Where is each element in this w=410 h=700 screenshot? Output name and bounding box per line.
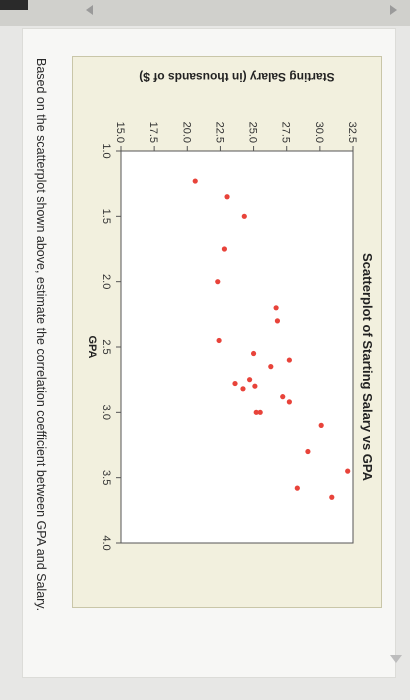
question-text: Based on the scatterplot shown above, es… [34,58,48,612]
x-tick-label: 4.0 [100,535,112,550]
data-point [192,178,198,184]
data-point [268,364,274,370]
chart-title: Scatterplot of Starting Salary vs GPA [360,253,375,482]
data-point [232,380,238,387]
data-point [215,279,221,285]
data-point [273,305,279,311]
data-point [224,194,230,200]
data-point [240,386,246,392]
photo-top-edge [0,0,410,26]
data-point [280,394,286,400]
scatterplot: Scatterplot of Starting Salary vs GPA Sta… [86,70,375,551]
data-point [257,409,263,415]
data-point [216,337,222,344]
data-point [318,422,324,428]
data-point [253,409,259,415]
x-tick-label: 3.5 [100,470,112,485]
data-point [250,350,257,357]
y-axis-label: Starting Salary (in thousands of $) [139,70,334,84]
scroll-left-icon[interactable] [86,5,93,15]
y-tick-label: 25.0 [247,122,259,143]
x-tick-label: 2.5 [100,339,112,354]
x-tick-label: 3.0 [100,405,112,420]
y-tick-label: 15.0 [114,122,126,143]
data-point [286,357,292,363]
y-tick-label: 30.0 [313,122,325,143]
data-point [241,213,247,219]
y-tick-label: 32.5 [346,122,358,143]
dark-corner [0,0,28,10]
rotated-content: Scatterplot of Starting Salary vs GPA Sta… [0,40,400,640]
x-tick-label: 1.5 [100,209,112,224]
data-point [294,485,300,491]
scroll-right-icon[interactable] [390,5,397,15]
data-point [305,448,311,455]
y-tick-label: 17.5 [147,122,159,143]
scroll-down-icon[interactable] [390,655,402,663]
y-tick-label: 22.5 [213,122,225,143]
data-point [329,494,335,500]
data-point [221,246,228,252]
x-axis-label: GPA [86,335,98,358]
x-tick-label: 2.0 [100,274,112,289]
y-tick-label: 27.5 [280,122,292,143]
plot-area [120,150,354,544]
y-tick-label: 20.0 [180,122,192,143]
data-point [252,383,258,389]
x-tick-label: 1.0 [100,143,112,158]
chart-container: Scatterplot of Starting Salary vs GPA Sta… [72,56,382,608]
data-point [274,318,281,324]
data-point [246,377,253,383]
data-point [286,399,292,405]
data-point [345,468,351,474]
